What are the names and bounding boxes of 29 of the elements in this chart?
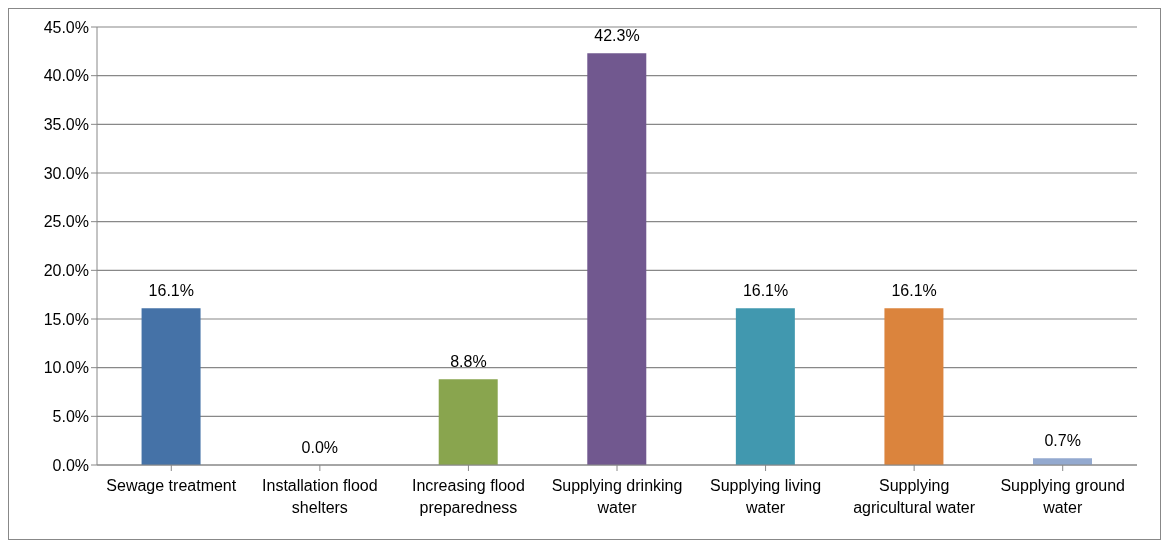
bar xyxy=(587,53,647,465)
y-tick-label: 30.0% xyxy=(43,164,89,182)
data-label: 42.3% xyxy=(594,27,640,45)
x-tick-label: Increasing flood preparedness xyxy=(411,477,525,516)
x-tick-label: Installation flood shelters xyxy=(262,477,378,516)
y-tick-label: 25.0% xyxy=(43,213,89,231)
data-label: 16.1% xyxy=(742,282,789,300)
y-tick-label: 0.0% xyxy=(52,456,89,474)
bar xyxy=(735,308,795,465)
x-tick-label: Supplying drinking water xyxy=(551,477,683,516)
y-tick-label: 10.0% xyxy=(43,359,89,377)
y-tick-label: 45.0% xyxy=(43,18,89,36)
y-tick-label: 20.0% xyxy=(43,262,89,280)
data-label: 8.8% xyxy=(450,353,487,371)
data-label: 0.0% xyxy=(301,439,339,456)
y-tick-label: 15.0% xyxy=(43,310,89,328)
bar xyxy=(884,308,944,465)
data-label: 0.7% xyxy=(1044,432,1081,450)
y-tick-label: 40.0% xyxy=(43,67,89,85)
x-tick-label: Supplying agricultural water xyxy=(853,477,976,516)
bar xyxy=(438,379,498,465)
data-label: 16.1% xyxy=(148,282,194,300)
x-tick-label: Sewage treatment xyxy=(106,477,237,494)
bar xyxy=(141,308,201,465)
y-tick-label: 5.0% xyxy=(52,408,89,426)
data-label: 16.1% xyxy=(891,282,937,300)
x-tick-label: Supplying ground water xyxy=(1000,477,1125,516)
x-tick-label: Supplying living water xyxy=(709,477,822,516)
y-tick-label: 35.0% xyxy=(43,116,89,134)
